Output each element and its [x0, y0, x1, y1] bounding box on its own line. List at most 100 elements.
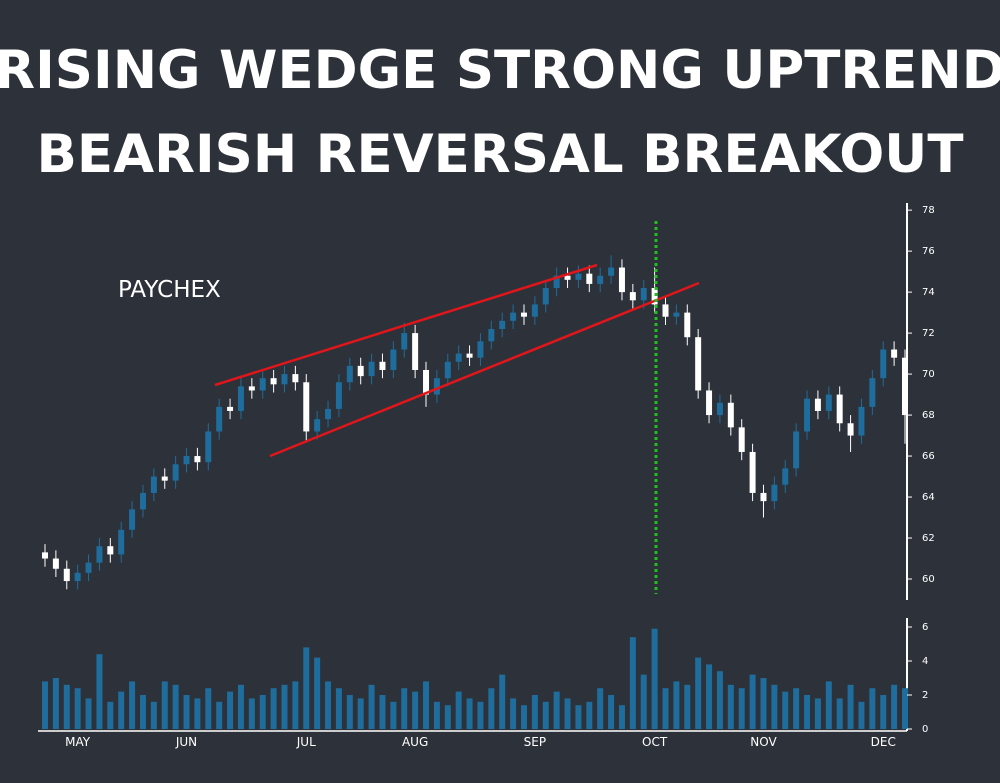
volume-bar — [749, 674, 756, 729]
y-tick-label: 70 — [922, 369, 935, 380]
volume-bar — [738, 688, 745, 729]
candle-body — [771, 484, 778, 502]
candle-body — [804, 398, 811, 432]
x-tick-label: JUN — [175, 735, 197, 749]
candle-body — [139, 492, 146, 510]
volume-bar — [586, 701, 593, 729]
volume-bar — [216, 701, 223, 729]
annotation: PAYCHEX — [118, 277, 221, 303]
candle-body — [618, 267, 625, 293]
candle-body — [531, 304, 538, 317]
candle-body — [542, 288, 549, 305]
volume-bar — [575, 705, 582, 729]
volume-bar — [303, 647, 310, 729]
volume-bar — [564, 698, 571, 729]
volume-bar — [597, 688, 604, 729]
candle-body — [335, 382, 342, 409]
candle-body — [869, 378, 876, 407]
candle-body — [902, 357, 908, 416]
chart-title: BEARISH REVERSAL BREAKOUT — [37, 124, 964, 185]
candle-body — [205, 431, 212, 463]
volume-bar — [684, 684, 691, 729]
volume-bar — [248, 698, 255, 729]
candle-body — [520, 312, 527, 317]
candle-body — [194, 456, 201, 463]
candle-body — [891, 349, 898, 358]
volume-bar — [335, 688, 342, 729]
candle-body — [368, 361, 375, 377]
candle-body — [477, 341, 484, 358]
candle-body — [270, 378, 277, 385]
candle-body — [96, 546, 103, 563]
candle-body — [564, 275, 571, 280]
candle-body — [847, 423, 854, 436]
volume-bar — [368, 684, 375, 729]
candle-body — [499, 320, 506, 330]
volume-bar — [227, 691, 234, 729]
candle-body — [455, 353, 462, 362]
volume-bar — [357, 698, 364, 729]
volume-bar — [618, 705, 625, 729]
candle-body — [793, 431, 800, 469]
candle-body — [608, 267, 615, 276]
candle-body — [63, 568, 70, 582]
candle-body — [629, 292, 636, 301]
candle-body — [292, 374, 299, 383]
volume-tick-label: 2 — [922, 690, 928, 701]
volume-bar — [129, 681, 136, 729]
x-tick-label: OCT — [642, 735, 668, 749]
candle-body — [662, 304, 669, 317]
volume-bar — [477, 701, 484, 729]
volume-bar — [793, 688, 800, 729]
candle-body — [150, 476, 157, 493]
volume-bar — [673, 681, 680, 729]
candle-body — [444, 361, 451, 379]
volume-bar — [118, 691, 125, 729]
candle-body — [129, 509, 136, 530]
candle-body — [42, 552, 48, 559]
volume-bar — [455, 691, 462, 729]
candle-body — [825, 394, 832, 411]
volume-bar — [63, 684, 70, 729]
candle-body — [760, 492, 767, 502]
volume-bar — [771, 684, 778, 729]
candle-body — [553, 275, 560, 289]
candle-body — [684, 312, 691, 338]
volume-bar — [379, 695, 386, 729]
candle-body — [814, 398, 821, 411]
volume-bar — [270, 688, 277, 729]
candle-body — [52, 558, 59, 569]
volume-bar — [96, 654, 103, 729]
candle-body — [423, 369, 430, 395]
y-tick-label: 76 — [922, 246, 935, 257]
y-tick-label: 74 — [922, 287, 935, 298]
volume-tick-label: 0 — [922, 724, 928, 735]
candle-body — [510, 312, 517, 321]
candle-body — [716, 402, 723, 416]
volume-bar — [716, 671, 723, 729]
volume-bar — [510, 698, 517, 729]
volume-bar — [727, 684, 734, 729]
volume-bar — [651, 628, 658, 729]
volume-tick-label: 6 — [922, 622, 928, 633]
candle-body — [695, 337, 702, 391]
volume-bar — [433, 701, 440, 729]
candle-body — [237, 386, 244, 411]
volume-bar — [107, 701, 114, 729]
x-tick-label: JUL — [296, 735, 316, 749]
candle-body — [673, 312, 680, 317]
candle-body — [248, 386, 255, 391]
candle-body — [183, 456, 190, 465]
candle-body — [738, 427, 745, 452]
volume-bar — [314, 657, 321, 729]
y-tick-label: 66 — [922, 451, 935, 462]
candle-body — [433, 378, 440, 395]
chart-title: RISING WEDGE STRONG UPTREND — [0, 40, 1000, 101]
volume-bar — [858, 701, 865, 729]
x-tick-label: NOV — [750, 735, 777, 749]
volume-bar — [825, 681, 832, 729]
candle-body — [858, 406, 865, 436]
volume-bar — [836, 698, 843, 729]
candle-body — [880, 349, 887, 379]
candle-body — [412, 333, 419, 370]
